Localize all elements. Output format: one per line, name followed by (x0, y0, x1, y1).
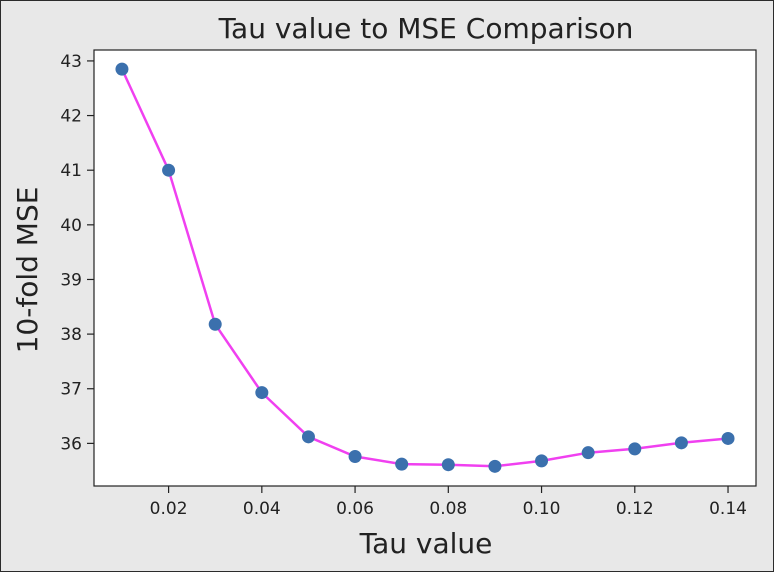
data-point (162, 163, 176, 177)
y-axis-ticks: 36 37 38 39 40 41 42 43 (60, 52, 94, 454)
data-point (581, 446, 595, 460)
y-tick-label: 42 (60, 107, 82, 127)
data-point (255, 386, 269, 400)
data-point (674, 436, 688, 450)
chart-title: Tau value to MSE Comparison (218, 12, 634, 45)
plot-area (93, 49, 757, 487)
data-point (441, 458, 455, 472)
x-tick-label: 0.08 (429, 499, 467, 519)
y-tick-label: 37 (60, 380, 82, 400)
series-line (120, 68, 729, 468)
data-point (395, 457, 409, 471)
y-tick-label: 38 (60, 325, 82, 345)
data-point (721, 431, 735, 445)
data-point (628, 442, 642, 456)
y-tick-label: 36 (60, 434, 82, 454)
y-tick-label: 43 (60, 52, 82, 72)
x-tick-label: 0.10 (523, 499, 561, 519)
data-point (348, 449, 362, 463)
data-point (208, 317, 222, 331)
x-tick-label: 0.02 (150, 499, 188, 519)
series-layer (115, 62, 735, 473)
y-tick-label: 39 (60, 270, 82, 290)
x-tick-label: 0.14 (709, 499, 747, 519)
data-point (488, 459, 502, 473)
x-axis-label: Tau value (359, 527, 493, 560)
x-axis-ticks: 0.02 0.04 0.06 0.08 0.10 0.12 0.14 (150, 486, 747, 519)
x-tick-label: 0.12 (616, 499, 654, 519)
y-axis-label: 10-fold MSE (11, 187, 44, 354)
data-point (535, 454, 549, 468)
x-tick-label: 0.04 (243, 499, 281, 519)
data-point (115, 62, 129, 76)
x-tick-label: 0.06 (336, 499, 374, 519)
y-tick-label: 40 (60, 216, 82, 236)
data-point (301, 430, 315, 444)
y-tick-label: 41 (60, 161, 82, 181)
